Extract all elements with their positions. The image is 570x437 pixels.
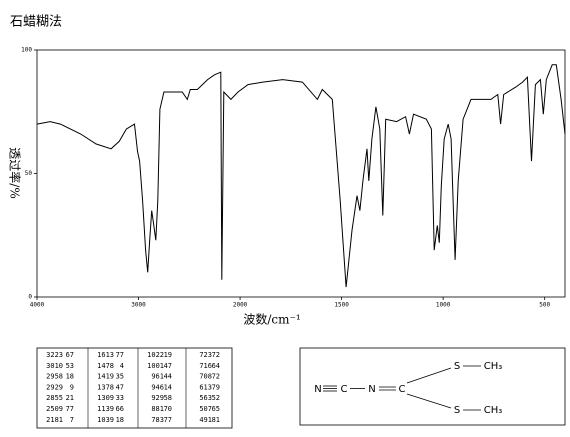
y-tick-label: 100 <box>21 47 32 54</box>
table-wavenumber: 1378 <box>97 383 114 391</box>
table-transmittance: 4 <box>120 362 124 370</box>
table-transmittance: 58 <box>164 394 172 402</box>
table-wavenumber: 507 <box>199 405 212 413</box>
table-transmittance: 18 <box>66 373 74 381</box>
atom-label: N <box>314 384 321 395</box>
table-transmittance: 47 <box>164 362 172 370</box>
table-transmittance: 53 <box>66 362 74 370</box>
table-wavenumber: 2855 <box>46 394 63 402</box>
table-wavenumber: 3010 <box>46 362 63 370</box>
table-transmittance: 44 <box>164 373 172 381</box>
table-wavenumber: 1419 <box>97 373 114 381</box>
table-wavenumber: 961 <box>151 373 164 381</box>
atom-label: N <box>368 384 375 395</box>
x-tick-label: 1500 <box>334 302 349 309</box>
table-wavenumber: 2509 <box>46 405 63 413</box>
y-tick-label: 50 <box>25 170 33 177</box>
chart-title: 石蜡糊法 <box>10 14 62 30</box>
x-tick-label: 4000 <box>30 302 45 309</box>
table-wavenumber: 1022 <box>147 351 164 359</box>
atom-label: S <box>454 405 460 416</box>
table-wavenumber: 723 <box>199 351 212 359</box>
x-tick-label: 500 <box>539 302 550 309</box>
table-transmittance: 70 <box>164 405 172 413</box>
table-transmittance: 64 <box>212 362 220 370</box>
table-wavenumber: 2181 <box>46 416 63 424</box>
structure-frame <box>299 347 566 426</box>
table-wavenumber: 2958 <box>46 373 63 381</box>
table-transmittance: 66 <box>116 405 124 413</box>
spectrum-line <box>36 64 566 288</box>
atom-label: C <box>399 384 406 395</box>
atom-label: S <box>454 361 460 372</box>
x-tick-label: 2000 <box>233 302 248 309</box>
table-transmittance: 7 <box>70 416 74 424</box>
table-transmittance: 47 <box>116 383 124 391</box>
x-tick-label: 3000 <box>131 302 146 309</box>
table-wavenumber: 563 <box>199 394 212 402</box>
table-transmittance: 67 <box>66 351 74 359</box>
atom-label: CH₃ <box>484 361 503 372</box>
table-wavenumber: 1001 <box>147 362 164 370</box>
table-transmittance: 52 <box>212 394 220 402</box>
table-transmittance: 77 <box>116 351 124 359</box>
table-transmittance: 65 <box>212 405 220 413</box>
table-wavenumber: 1039 <box>97 416 114 424</box>
table-wavenumber: 783 <box>151 416 164 424</box>
table-transmittance: 77 <box>164 416 172 424</box>
table-transmittance: 72 <box>212 351 220 359</box>
table-wavenumber: 2929 <box>46 383 63 391</box>
table-transmittance: 14 <box>164 383 172 391</box>
bonds <box>323 365 481 411</box>
table-wavenumber: 1309 <box>97 394 114 402</box>
table-transmittance: 33 <box>116 394 124 402</box>
table-wavenumber: 3223 <box>46 351 63 359</box>
table-transmittance: 77 <box>66 405 74 413</box>
y-tick-label: 0 <box>28 294 32 301</box>
atom-label: CH₃ <box>484 405 503 416</box>
table-wavenumber: 881 <box>151 405 164 413</box>
x-axis-label: 波数/cm⁻¹ <box>243 312 300 327</box>
table-wavenumber: 1139 <box>97 405 114 413</box>
table-frame <box>36 347 233 429</box>
table-transmittance: 81 <box>212 416 220 424</box>
table-wavenumber: 929 <box>151 394 164 402</box>
table-transmittance: 79 <box>212 383 220 391</box>
table-transmittance: 9 <box>70 383 74 391</box>
table-wavenumber: 716 <box>199 362 212 370</box>
x-tick-label: 1000 <box>436 302 451 309</box>
table-transmittance: 72 <box>212 373 220 381</box>
table-wavenumber: 1613 <box>97 351 114 359</box>
table-wavenumber: 613 <box>199 383 212 391</box>
table-transmittance: 35 <box>116 373 124 381</box>
atom-label: C <box>341 384 348 395</box>
y-axis-label: 透过率/% <box>8 147 23 198</box>
table-transmittance: 18 <box>116 416 124 424</box>
table-wavenumber: 1478 <box>97 362 114 370</box>
plot-frame <box>36 49 566 298</box>
table-transmittance: 21 <box>66 394 74 402</box>
table-wavenumber: 491 <box>199 416 212 424</box>
table-wavenumber: 708 <box>199 373 212 381</box>
table-wavenumber: 946 <box>151 383 164 391</box>
table-transmittance: 19 <box>164 351 172 359</box>
